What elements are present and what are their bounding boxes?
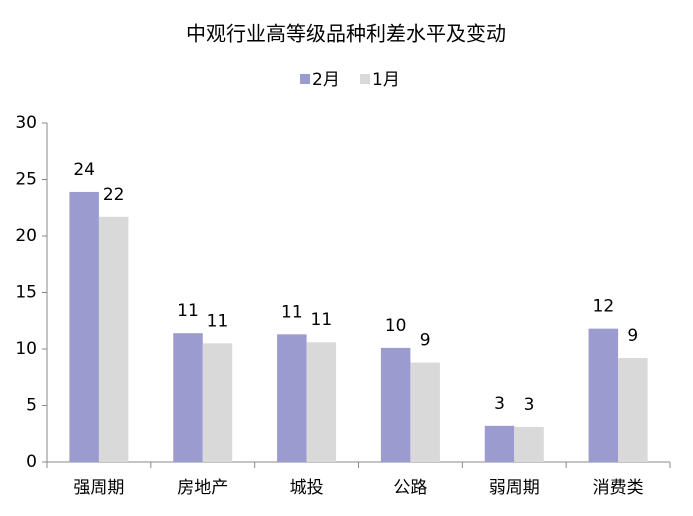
x-tick-label: 弱周期 <box>489 478 540 498</box>
y-tick-label: 0 <box>26 452 37 472</box>
bar <box>484 425 515 462</box>
y-tick-label: 10 <box>15 339 37 359</box>
bar <box>306 342 337 462</box>
value-label: 9 <box>420 331 431 351</box>
value-label: 3 <box>494 394 505 414</box>
y-tick-label: 20 <box>15 226 37 246</box>
value-label: 9 <box>627 326 638 346</box>
x-tick-label: 房地产 <box>177 478 228 498</box>
value-label: 11 <box>207 311 229 331</box>
x-tick-label: 强周期 <box>73 478 124 498</box>
x-tick-label: 公路 <box>393 478 427 498</box>
y-tick-label: 5 <box>26 396 37 416</box>
value-label: 11 <box>311 310 333 330</box>
value-label: 3 <box>524 395 535 415</box>
legend-swatch <box>300 74 310 84</box>
y-tick-label: 25 <box>15 170 37 190</box>
bar <box>618 358 648 462</box>
x-tick-label: 消费类 <box>593 478 644 498</box>
bar <box>173 333 203 462</box>
bar <box>514 426 544 462</box>
y-tick-label: 30 <box>15 113 37 133</box>
bar <box>98 216 129 462</box>
bar <box>588 328 619 462</box>
value-label: 11 <box>177 301 199 321</box>
value-label: 22 <box>103 185 125 205</box>
chart-title: 中观行业高等级品种利差水平及变动 <box>186 22 506 46</box>
value-label: 10 <box>385 316 407 336</box>
bar <box>410 362 440 462</box>
y-tick-label: 15 <box>15 283 37 303</box>
value-label: 11 <box>281 302 303 322</box>
bar <box>69 191 99 462</box>
x-tick-label: 城投 <box>290 478 324 498</box>
legend-label: 1月 <box>372 70 400 90</box>
legend: 2月 1月 <box>300 70 400 90</box>
value-label: 12 <box>593 297 615 317</box>
bar <box>380 347 411 462</box>
legend-label: 2月 <box>312 70 340 90</box>
bar <box>202 343 233 462</box>
value-label: 24 <box>73 160 95 180</box>
legend-swatch <box>360 74 370 84</box>
bar <box>277 334 307 462</box>
